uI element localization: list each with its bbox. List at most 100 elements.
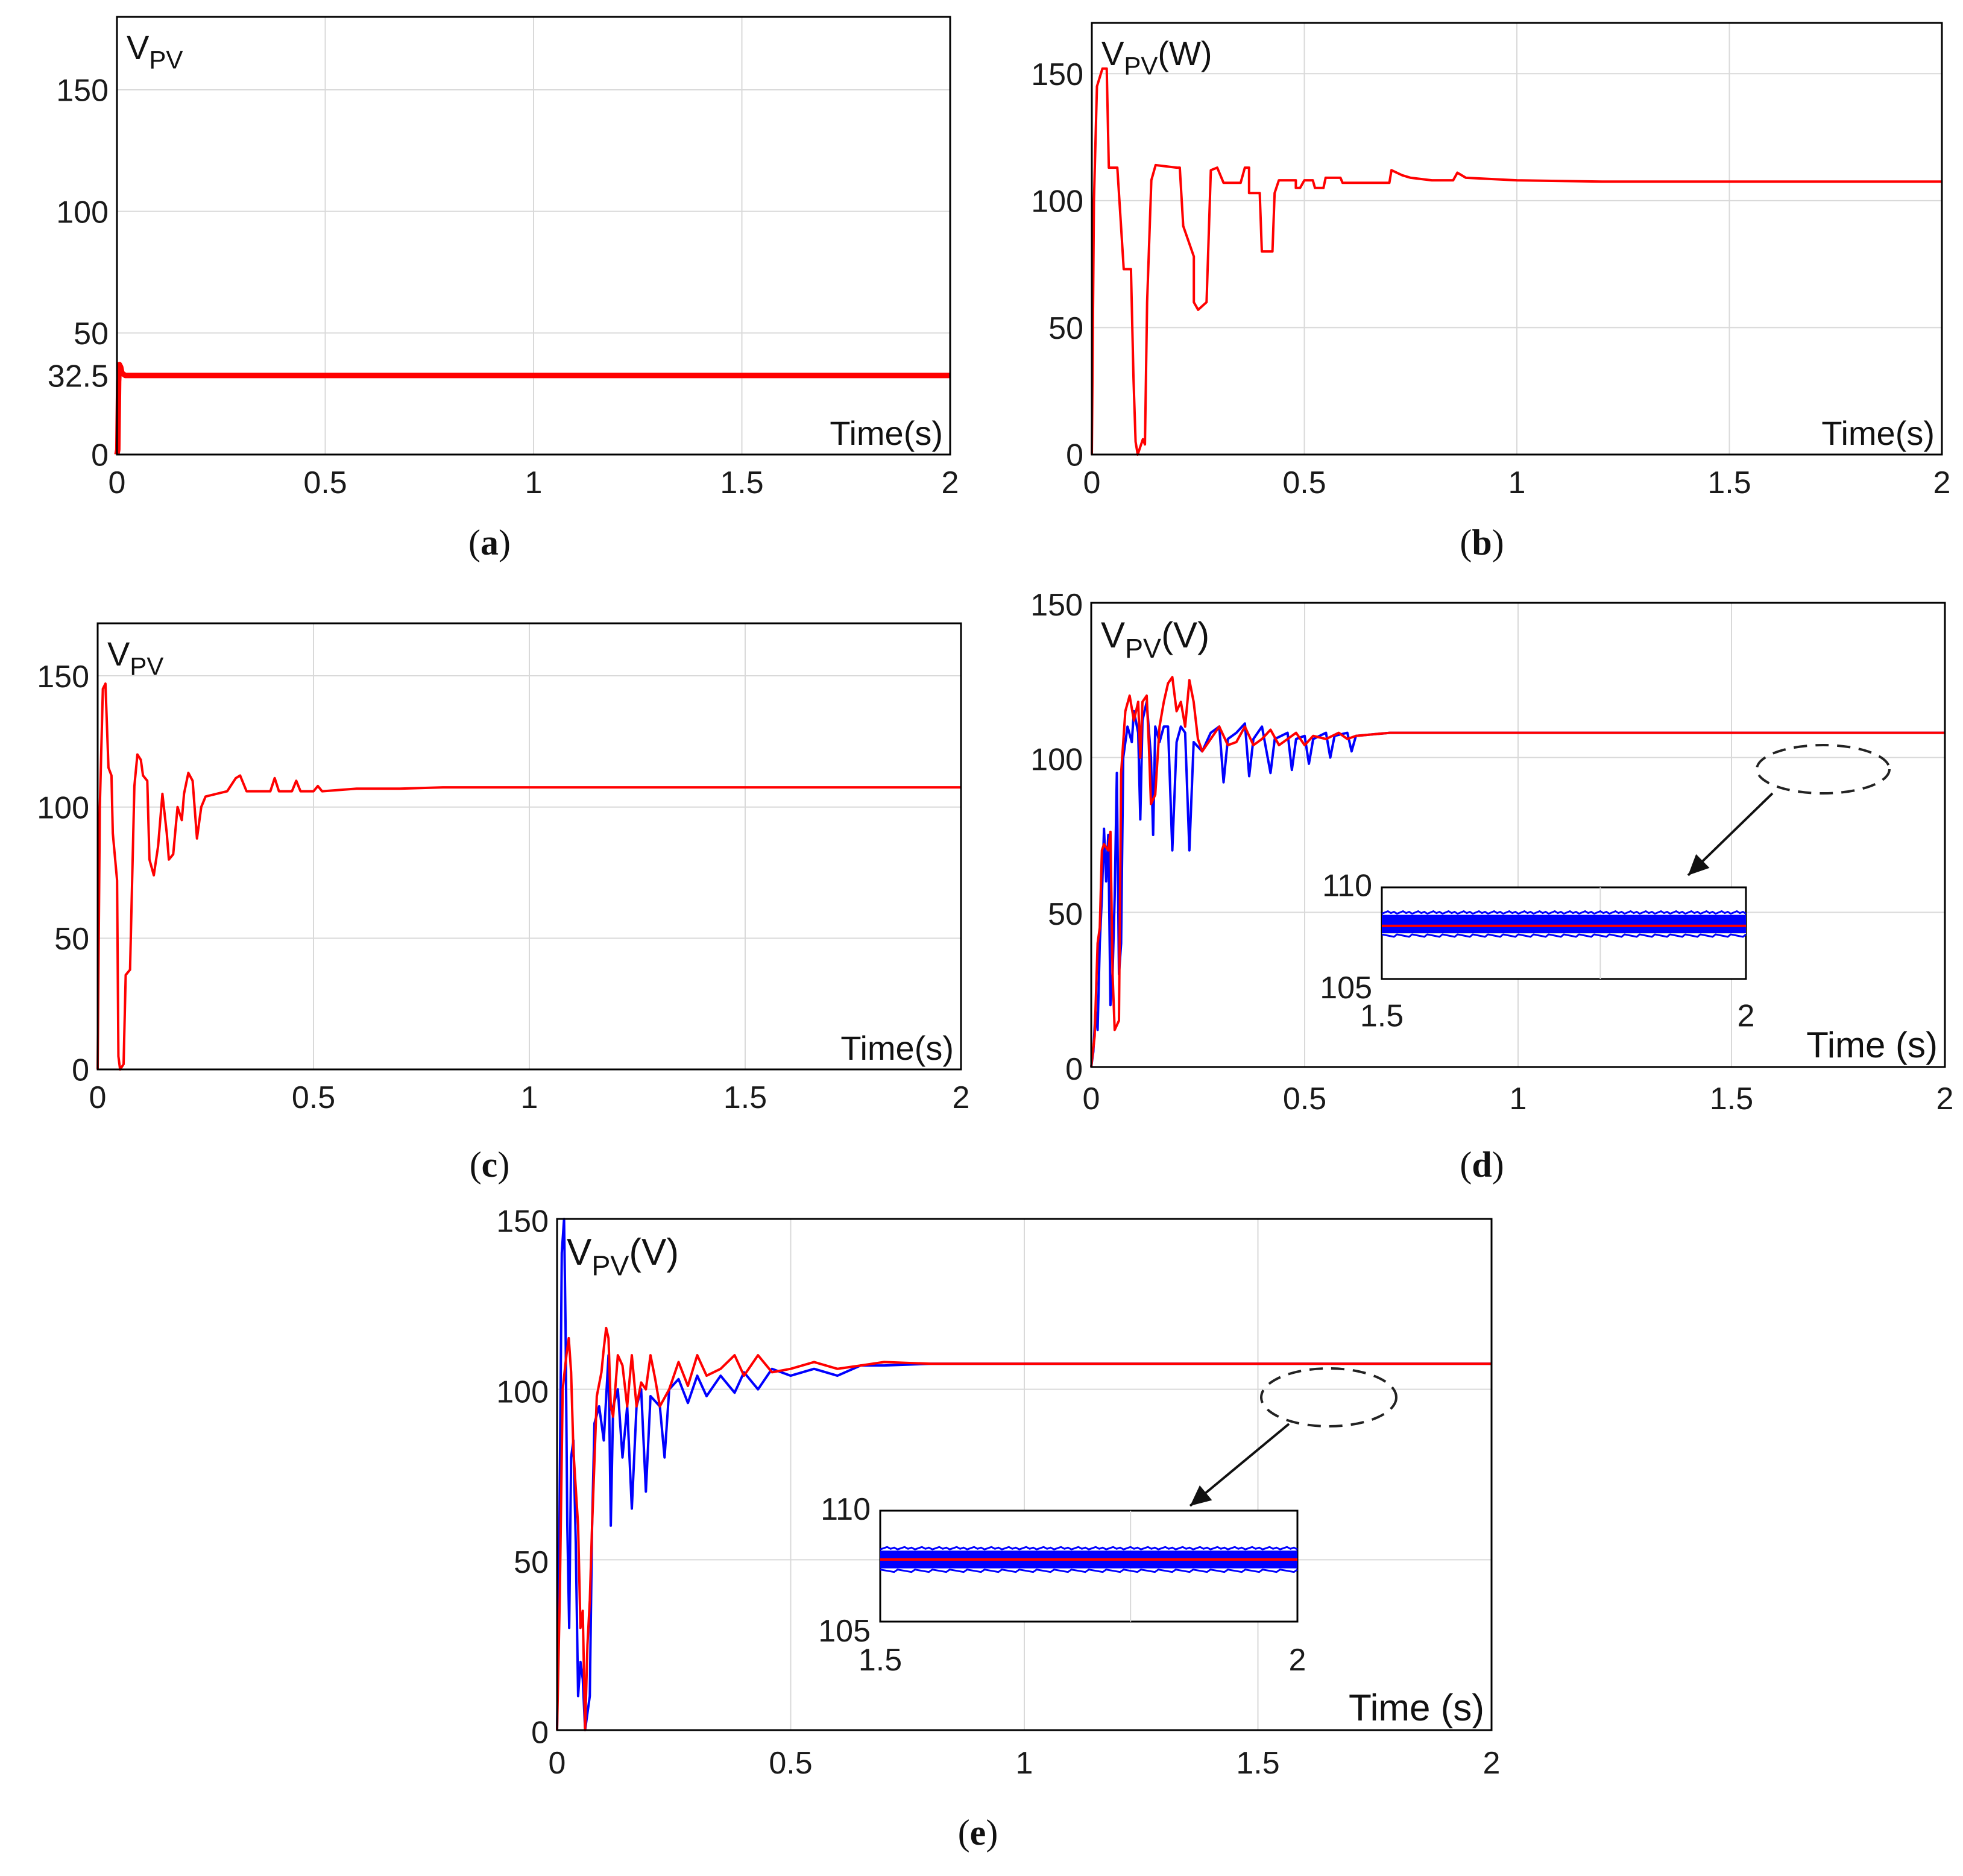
panel-caption: (d) <box>1460 1145 1504 1185</box>
y-axis-label-main: V <box>1101 34 1124 72</box>
y-tick-label: 32.5 <box>48 359 109 394</box>
y-axis-label-sub: PV <box>149 46 183 74</box>
caption-paren: ) <box>986 1813 998 1852</box>
y-axis-label-main: V <box>1101 615 1125 655</box>
x-tick-label: 0 <box>1083 465 1101 500</box>
x-tick-label: 2 <box>953 1080 970 1115</box>
y-axis-label: VPV(V) <box>1101 615 1209 664</box>
x-tick-label: 0 <box>549 1746 566 1781</box>
caption-paren: ( <box>1460 523 1472 562</box>
y-tick-label: 0 <box>1065 1052 1083 1087</box>
inset-y-tick-label: 110 <box>1322 869 1372 904</box>
x-tick-label: 2 <box>1483 1746 1501 1781</box>
x-tick-label: 0.5 <box>1283 1081 1326 1116</box>
y-tick-label: 150 <box>56 74 109 109</box>
y-axis-label-tail: (W) <box>1158 34 1212 72</box>
inset-y-tick-label: 110 <box>821 1492 871 1527</box>
y-tick-label: 150 <box>1030 588 1083 623</box>
inset-blue-noise <box>1381 933 1747 938</box>
zoom-arrow-head <box>1190 1485 1212 1506</box>
y-tick-label: 150 <box>1031 57 1083 92</box>
plot-frame <box>556 1218 1493 1731</box>
x-axis-label: Time(s) <box>840 1029 954 1067</box>
inset-x-tick-label: 1.5 <box>859 1643 902 1678</box>
caption-paren: ( <box>1460 1145 1472 1185</box>
x-tick-label: 1 <box>525 465 543 500</box>
series-line-vpv-red <box>1090 676 1945 1068</box>
x-tick-label: 0.5 <box>769 1746 812 1781</box>
x-axis-label: Time(s) <box>1821 414 1935 452</box>
caption-paren: ) <box>1492 1145 1504 1185</box>
y-tick-label: 50 <box>74 316 109 351</box>
y-tick-label: 50 <box>1048 311 1083 346</box>
zoom-arrow-line <box>1189 1423 1290 1507</box>
y-tick-label: 100 <box>496 1374 549 1409</box>
x-axis-label: Time (s) <box>1806 1025 1938 1065</box>
y-axis-label: VPV <box>107 635 163 681</box>
x-tick-label: 1 <box>1508 465 1526 500</box>
panel-caption: (e) <box>958 1813 998 1852</box>
zoom-ellipse <box>1260 1367 1397 1427</box>
inset-x-tick-label: 2 <box>1289 1643 1306 1678</box>
y-tick-label: 150 <box>37 659 89 694</box>
y-axis-label-sub: PV <box>1125 633 1161 664</box>
x-tick-label: 1.5 <box>723 1080 767 1115</box>
caption-paren: ( <box>468 523 481 562</box>
caption-paren: ) <box>497 1145 509 1185</box>
inset-x-tick-label: 1.5 <box>1360 998 1404 1033</box>
y-axis-label: VPV <box>127 28 183 74</box>
chart-panel-d: 0 0.5 1 1.5 2 0 50 100 150 VPV(V) Time (s) (d) 110 10… <box>1030 588 1953 1185</box>
y-tick-label: 50 <box>1048 897 1083 932</box>
plot-frame <box>116 16 951 456</box>
inset-y-tick-label: 105 <box>818 1614 871 1649</box>
inset-y-tick-label: 105 <box>1320 971 1372 1006</box>
x-tick-label: 0 <box>1083 1081 1100 1116</box>
y-axis-label: VPV(W) <box>1101 34 1212 80</box>
y-axis-label-main: V <box>107 635 130 673</box>
y-axis-label-main: V <box>127 28 150 66</box>
x-tick-label: 1.5 <box>1236 1746 1279 1781</box>
series-line-vpv <box>114 362 950 455</box>
inset-blue-noise <box>880 1569 1298 1573</box>
x-tick-label: 0.5 <box>292 1080 335 1115</box>
y-tick-label: 100 <box>1030 743 1083 778</box>
chart-panel-a: 0 0.5 1 1.5 2 0 32.5 50 100 150 VPV Time(s) (a) <box>48 16 959 562</box>
series-line-vpv <box>1091 67 1942 456</box>
y-tick-label: 100 <box>1031 184 1083 219</box>
chart-panel-e: 0 0.5 1 1.5 2 0 50 100 150 VPV(V) Time (s) (e) 110 10… <box>496 1204 1500 1852</box>
panel-caption: (b) <box>1460 523 1504 562</box>
plot-frame <box>1091 22 1943 456</box>
y-tick-label: 150 <box>496 1204 549 1239</box>
x-tick-label: 0 <box>109 465 126 500</box>
x-tick-label: 2 <box>1933 465 1951 500</box>
y-axis-label-sub: PV <box>130 652 163 681</box>
inset-x-tick-label: 2 <box>1738 998 1755 1033</box>
x-tick-label: 0 <box>89 1080 107 1115</box>
series-line-vpv <box>96 682 961 1071</box>
series-line-vpv-red <box>556 1326 1492 1731</box>
y-axis-label-sub: PV <box>1124 52 1158 80</box>
y-tick-label: 100 <box>56 195 109 230</box>
x-axis-label: Time(s) <box>830 414 943 452</box>
y-axis-label-main: V <box>567 1232 592 1273</box>
panel-caption: (c) <box>470 1145 510 1185</box>
y-axis-label-tail: (V) <box>1161 615 1209 655</box>
inset-blue-noise <box>880 1546 1298 1550</box>
x-tick-label: 1.5 <box>1707 465 1751 500</box>
x-tick-label: 1 <box>521 1080 538 1115</box>
chart-panel-b: 0 0.5 1 1.5 2 0 50 100 150 VPV(W) Time(s) (b) <box>1031 22 1951 562</box>
caption-letter: a <box>481 523 499 562</box>
x-tick-label: 1 <box>1510 1081 1527 1116</box>
y-axis-label-tail: (V) <box>629 1232 679 1273</box>
caption-paren: ) <box>499 523 511 562</box>
y-tick-label: 100 <box>37 790 89 825</box>
plot-frame <box>1090 602 1946 1068</box>
caption-paren: ( <box>470 1145 482 1185</box>
inset-blue-band <box>1382 914 1746 933</box>
caption-paren: ) <box>1492 523 1504 562</box>
y-tick-label: 0 <box>531 1716 549 1751</box>
x-tick-label: 2 <box>942 465 959 500</box>
